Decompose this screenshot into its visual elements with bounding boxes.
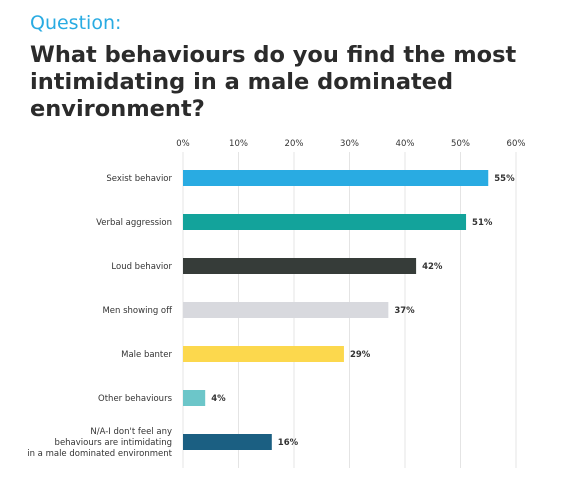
category-label: behaviours are intimidating [55,438,172,448]
bar [183,390,206,406]
x-tick-label: 30% [340,139,359,149]
value-label: 29% [350,350,371,360]
category-label: Verbal aggression [96,218,172,228]
x-tick-label: 0% [176,139,190,149]
value-label: 16% [278,438,299,448]
x-tick-label: 10% [229,139,248,149]
category-label: Loud behavior [111,262,172,272]
bar [183,258,417,274]
category-label: Sexist behavior [106,174,172,184]
bar [183,302,389,318]
bar [183,170,489,186]
category-label: in a male dominated environment [27,449,172,459]
chart-title: What behaviours do you find the most int… [30,42,517,122]
bar [183,346,344,362]
value-label: 55% [494,174,515,184]
category-label: Other behaviours [98,394,173,404]
x-tick-label: 60% [507,139,526,149]
question-kicker: Question: [30,12,122,34]
x-tick-label: 40% [396,139,415,149]
bar [183,434,272,450]
x-tick-label: 50% [451,139,470,149]
value-label: 42% [422,262,443,272]
value-label: 51% [472,218,493,228]
x-tick-label: 20% [285,139,304,149]
bar [183,214,467,230]
value-label: 4% [211,394,226,404]
value-label: 37% [394,306,415,316]
category-label: N/A-I don't feel any [90,427,172,437]
category-label: Men showing off [102,306,173,316]
category-label: Male banter [121,350,172,360]
